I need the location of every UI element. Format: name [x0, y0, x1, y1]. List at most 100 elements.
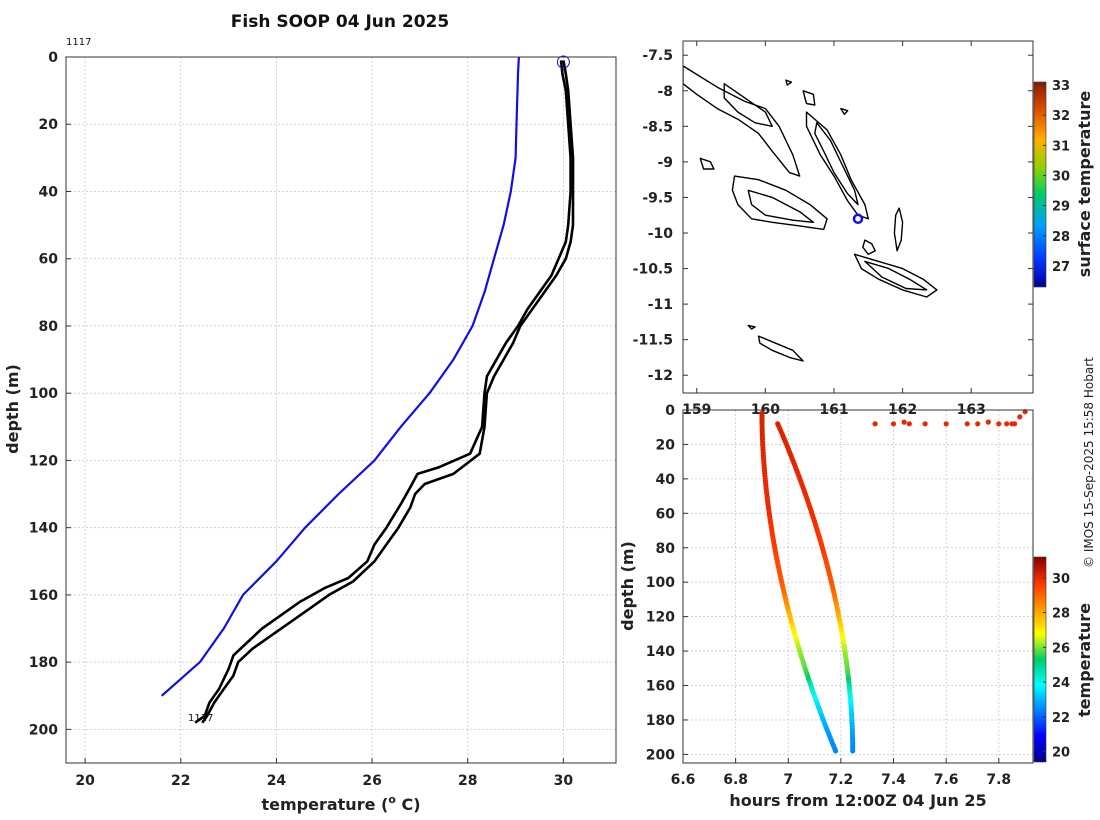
profile-y-tick-label: 20 — [39, 117, 59, 133]
section-x-tick-label: 6.8 — [723, 772, 748, 788]
section-data-point — [833, 748, 839, 754]
section-x-tick-label: 6.6 — [671, 772, 696, 788]
xlabel-superscript: o — [388, 793, 396, 806]
section-y-axis-label: depth (m) — [618, 541, 637, 631]
profile-y-tick-label: 40 — [39, 184, 59, 200]
section-surface-point — [1017, 414, 1023, 420]
section-colorbar-tick-label: 28 — [1052, 607, 1070, 622]
section-surface-point — [872, 421, 878, 427]
map-background — [683, 41, 1033, 393]
profile-top-label: 1117 — [66, 37, 91, 48]
profile-x-tick-label: 28 — [458, 773, 477, 789]
coastline — [757, 335, 804, 362]
section-y-tick-label: 120 — [646, 610, 675, 626]
profile-y-tick-label: 160 — [29, 588, 58, 604]
coastline — [683, 65, 801, 177]
profile-y-ticks: 0 20 40 60 80 100 120 140 160 180 200 — [29, 50, 71, 738]
map-y-tick-label: -7.5 — [642, 48, 673, 64]
map-y-tick-label: -11 — [648, 297, 673, 313]
section-surface-point — [906, 421, 912, 427]
profile-x-tick-label: 24 — [267, 773, 287, 789]
map-y-tick-label: -9 — [657, 155, 673, 171]
coastline — [805, 111, 869, 220]
map-y-tick-label: -11.5 — [633, 333, 673, 349]
profile-y-tick-label: 180 — [29, 655, 58, 671]
section-surface-point — [985, 419, 991, 425]
coastline — [747, 324, 756, 330]
coastline — [893, 207, 904, 252]
profile-x-tick-label: 22 — [171, 773, 190, 789]
map-colorbar-label: surface temperature — [1075, 91, 1094, 278]
section-surface-point — [890, 421, 897, 427]
section-y-tick-label: 20 — [656, 437, 676, 453]
coastline — [862, 239, 876, 256]
profile-series-line — [160, 56, 520, 697]
coastline — [802, 90, 816, 106]
section-colorbar-tick-label: 22 — [1052, 711, 1070, 726]
chart-title: Fish SOOP 04 Jun 2025 — [231, 12, 449, 32]
section-colorbar-tick-label: 20 — [1052, 746, 1070, 761]
map-y-tick-label: -9.5 — [642, 190, 673, 206]
section-y-tick-label: 160 — [646, 679, 675, 695]
coastline — [853, 253, 938, 298]
section-scatter — [759, 409, 1028, 754]
map-frame — [682, 40, 1034, 394]
map-y-tick-label: -8 — [657, 84, 673, 100]
coastline — [731, 175, 828, 231]
section-y-tick-label: 40 — [656, 472, 676, 488]
profile-x-tick-label: 20 — [75, 773, 95, 789]
map-colorbar-tick-label: 32 — [1052, 109, 1070, 124]
profile-series-line — [194, 60, 572, 724]
map-y-tick-label: -8.5 — [642, 119, 673, 135]
map-colorbar-ticks: 27 28 29 30 31 32 33 — [1043, 79, 1070, 275]
map-y-tick-label: -10 — [648, 226, 674, 242]
section-surface-point — [964, 421, 970, 427]
section-surface-point — [943, 421, 949, 427]
section-surface-point — [922, 421, 928, 427]
section-y-ticks: 0 20 40 60 80 100 120 140 160 180 200 — [646, 403, 688, 763]
profile-x-ticks: 20 22 24 26 28 30 — [75, 758, 573, 789]
coastline — [723, 82, 773, 128]
section-y-tick-label: 80 — [656, 541, 676, 557]
section-colorbar-ticks: 20 22 24 26 28 30 — [1043, 572, 1070, 761]
section-panel: 6.6 6.8 7 7.2 7.4 7.6 7.8 0 20 40 60 80 100 120 140 16… — [618, 403, 1094, 810]
section-x-tick-label: 7.2 — [828, 772, 853, 788]
section-colorbar-tick-label: 30 — [1052, 572, 1070, 587]
section-y-tick-label: 60 — [656, 506, 676, 522]
section-surface-point — [996, 421, 1002, 427]
map-y-tick-label: -10.5 — [633, 262, 673, 278]
credit-text: © IMOS 15-Sep-2025 15:58 Hobart — [1082, 357, 1096, 568]
map-colorbar-tick-label: 31 — [1052, 139, 1070, 154]
profile-x-tick-label: 30 — [554, 773, 574, 789]
profile-x-tick-label: 26 — [362, 773, 381, 789]
map-panel: 159 160 161 162 163 -7.5-8-8.5-9-9.5-10-10.5… — [633, 40, 1094, 418]
section-surface-point — [1012, 421, 1018, 427]
coastline — [864, 260, 928, 291]
section-x-tick-label: 7.6 — [934, 772, 959, 788]
section-data-point — [775, 421, 781, 427]
coastline — [747, 189, 815, 224]
profile-y-tick-label: 200 — [29, 722, 58, 738]
section-x-tick-label: 7.8 — [986, 772, 1011, 788]
profile-y-tick-label: 0 — [48, 50, 58, 66]
coastline — [785, 79, 793, 86]
profile-y-tick-label: 60 — [39, 252, 59, 268]
section-y-tick-label: 180 — [646, 713, 675, 729]
map-colorbar-tick-label: 29 — [1052, 200, 1070, 215]
xlabel-post: C) — [396, 795, 421, 814]
map-colorbar-tick-label: 30 — [1052, 169, 1070, 184]
section-frame — [682, 409, 1034, 764]
ship-position-marker — [852, 213, 864, 225]
coastline — [814, 122, 859, 206]
map-y-ticks: -7.5 -8 -8.5 -9 -9.5 -10 -10.5 -11 -11.5 -12 — [633, 48, 1033, 384]
map-coastlines — [683, 65, 938, 362]
section-surface-point — [975, 421, 981, 427]
section-x-axis-label: hours from 12:00Z 04 Jun 25 — [729, 791, 986, 810]
section-surface-point — [901, 419, 907, 425]
section-colorbar-label: temperature — [1075, 603, 1094, 717]
profile-y-tick-label: 80 — [39, 319, 59, 335]
profile-bottom-label: 1117 — [188, 713, 213, 724]
section-x-tick-label: 7.4 — [881, 772, 906, 788]
section-x-ticks: 6.6 6.8 7 7.2 7.4 7.6 7.8 — [671, 758, 1011, 788]
section-y-tick-label: 0 — [665, 403, 675, 419]
